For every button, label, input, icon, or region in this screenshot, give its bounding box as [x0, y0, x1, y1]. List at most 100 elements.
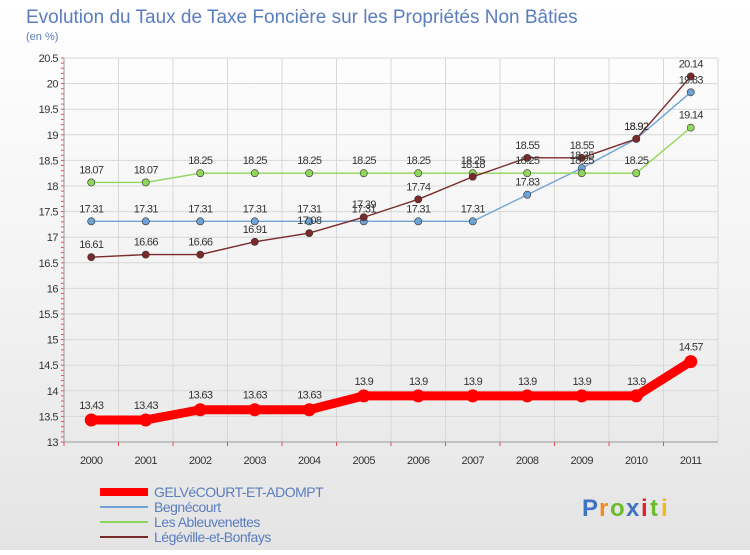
data-label: 13.9	[409, 376, 428, 388]
x-tick-label: 2009	[571, 455, 594, 467]
data-point	[305, 229, 314, 238]
series-layer	[84, 72, 698, 427]
data-label: 17.31	[188, 203, 213, 215]
data-label: 18.25	[624, 155, 649, 167]
series-line-3	[91, 75, 692, 258]
data-label: 20.14	[679, 58, 704, 70]
y-tick-label: 13.5	[39, 411, 59, 423]
data-point	[141, 250, 150, 259]
x-tick-label: 2002	[189, 455, 212, 467]
data-label: 18.07	[79, 164, 104, 176]
series-line-1	[91, 91, 692, 223]
data-label: 14.57	[679, 342, 704, 354]
data-point	[250, 237, 259, 246]
y-tick-label: 16.5	[39, 258, 59, 270]
data-point	[87, 253, 96, 262]
axes: 13 13.5 14 14.5 15 15.5 16 16.5 17 17.5 18 18.5 19 19…	[39, 53, 718, 467]
data-point	[196, 169, 205, 178]
y-tick-label: 18	[47, 181, 59, 193]
data-label: 16.61	[79, 239, 104, 251]
data-point	[468, 172, 477, 181]
x-tick-label: 2000	[80, 455, 103, 467]
data-point	[302, 403, 316, 417]
data-label: 13.43	[79, 400, 104, 412]
data-label: 18.55	[570, 140, 595, 152]
x-tick-label: 2004	[298, 455, 321, 467]
data-label: 17.31	[461, 203, 486, 215]
data-label: 18.25	[188, 155, 213, 167]
data-label: 18.07	[134, 164, 159, 176]
data-point	[523, 153, 532, 162]
data-label: 13.9	[627, 376, 646, 388]
data-label: 17.83	[515, 177, 540, 189]
data-label: 13.63	[188, 390, 213, 402]
data-label: 17.08	[297, 215, 322, 227]
data-label: 17.31	[79, 203, 104, 215]
chart-subtitle: (en %)	[26, 31, 58, 43]
x-tick-label: 2008	[516, 455, 539, 467]
data-point	[632, 169, 641, 178]
data-point	[250, 217, 259, 226]
data-point	[193, 403, 207, 417]
data-point	[141, 178, 150, 187]
data-point	[577, 153, 586, 162]
data-label: 18.92	[624, 121, 649, 133]
y-tick-label: 20	[47, 79, 59, 91]
data-label: 13.43	[134, 400, 159, 412]
x-tick-label: 2010	[625, 455, 648, 467]
logo-letter: x	[626, 495, 640, 522]
series-line-0	[91, 357, 694, 425]
y-tick-label: 16	[47, 283, 59, 295]
x-tick-label: 2003	[244, 455, 267, 467]
data-point	[414, 169, 423, 178]
data-point	[359, 169, 368, 178]
x-tick-label: 2006	[407, 455, 430, 467]
data-label: 18.55	[515, 140, 540, 152]
data-label: 13.63	[297, 390, 322, 402]
data-point	[141, 217, 150, 226]
data-point	[577, 169, 586, 178]
data-label: 18.25	[297, 155, 322, 167]
logo-letter: i	[641, 495, 649, 522]
data-point	[466, 389, 480, 403]
y-tick-label: 17.5	[39, 207, 59, 219]
data-label: 18.25	[570, 155, 595, 167]
data-point	[139, 413, 153, 427]
data-point	[305, 217, 314, 226]
logo-letter: o	[610, 495, 626, 522]
y-tick-label: 14	[47, 386, 59, 398]
data-point	[87, 178, 96, 187]
data-point	[414, 195, 423, 204]
data-label: 17.74	[406, 181, 431, 193]
data-label: 19.83	[679, 74, 704, 86]
data-label: 18.35	[570, 150, 595, 162]
y-tick-label: 15.5	[39, 309, 59, 321]
data-point	[632, 134, 641, 143]
data-point	[629, 389, 643, 403]
data-point	[523, 169, 532, 178]
data-point	[248, 403, 262, 417]
logo-letter: r	[599, 495, 609, 522]
y-tick-label: 19	[47, 130, 59, 142]
data-label: 16.66	[134, 237, 159, 249]
data-labels: 17.31 17.31 17.31 17.31 17.31 17.31 17.31 17.31…	[79, 58, 704, 412]
logo-letter: i	[661, 495, 669, 522]
data-label: 16.66	[188, 237, 213, 249]
legend-label: Les Ableuvenettes	[154, 514, 260, 530]
y-tick-label: 20.5	[39, 53, 59, 65]
data-label: 13.9	[354, 376, 373, 388]
x-tick-label: 2001	[135, 455, 158, 467]
data-label: 18.92	[624, 121, 649, 133]
data-point	[414, 217, 423, 226]
grid	[63, 57, 719, 443]
legend-label: Légéville-et-Bonfays	[154, 529, 271, 545]
y-tick-label: 18.5	[39, 155, 59, 167]
x-tick-label: 2005	[353, 455, 376, 467]
data-point	[686, 72, 695, 81]
data-label: 13.9	[518, 376, 537, 388]
data-label: 18.25	[352, 155, 377, 167]
y-tick-label: 14.5	[39, 360, 59, 372]
